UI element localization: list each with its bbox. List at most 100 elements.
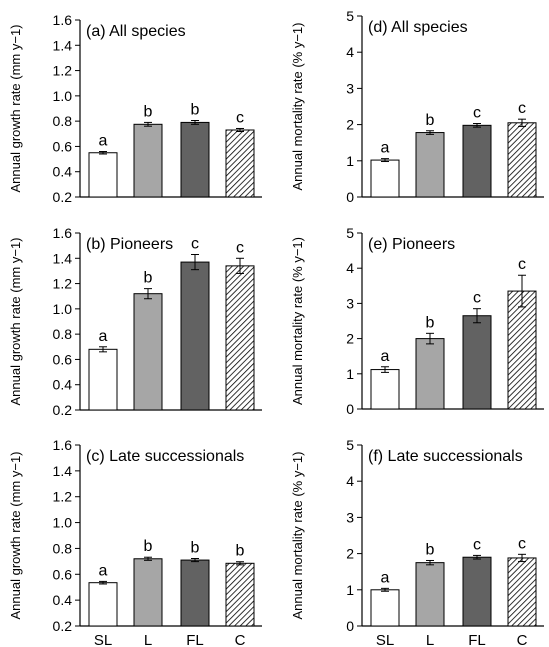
significance-label: c bbox=[236, 109, 244, 126]
y-tick-label: 0.6 bbox=[53, 138, 73, 154]
bar-fl bbox=[180, 121, 210, 198]
panel-c: 0.2 0.4 0.6 0.8 1.0 1.2 1.4 1.6 Annual growth ra… bbox=[8, 437, 262, 647]
bar-l bbox=[415, 338, 445, 410]
bar-c bbox=[225, 129, 255, 198]
y-tick-label: 5 bbox=[346, 225, 354, 241]
y-tick-label: 0.2 bbox=[53, 189, 73, 205]
significance-label: c bbox=[236, 239, 244, 256]
bar-fl bbox=[180, 261, 210, 411]
bar-l bbox=[415, 132, 445, 198]
x-tick-label: SL bbox=[376, 632, 394, 647]
panel-d: 0 1 2 3 4 5 Annual mortality rate (% y−1) (d) A… bbox=[290, 8, 544, 205]
y-tick-label: 2 bbox=[346, 117, 354, 133]
y-tick-label: 3 bbox=[346, 509, 354, 525]
y-tick-label: 1.0 bbox=[53, 88, 73, 104]
bar-c bbox=[507, 290, 537, 410]
y-tick-label: 0.2 bbox=[53, 618, 73, 634]
significance-label: a bbox=[99, 132, 108, 149]
y-tick-label: 3 bbox=[346, 295, 354, 311]
y-tick-label: 0.6 bbox=[53, 566, 73, 582]
bar-l bbox=[133, 293, 163, 411]
y-tick-label: 0.6 bbox=[53, 351, 73, 367]
y-tick-label: 0 bbox=[346, 189, 354, 205]
y-tick-label: 1.0 bbox=[53, 515, 73, 531]
panel-a: 0.2 0.4 0.6 0.8 1.0 1.2 1.4 1.6 Annual growth ra… bbox=[8, 12, 262, 205]
panel-title: (c) Late successionals bbox=[86, 448, 244, 465]
significance-label: c bbox=[518, 256, 526, 273]
bar-c bbox=[225, 265, 255, 411]
bar-c bbox=[507, 122, 537, 198]
y-tick-label: 2 bbox=[346, 546, 354, 562]
bar-fl bbox=[462, 124, 492, 198]
panel-title: (b) Pioneers bbox=[86, 236, 173, 253]
y-tick-label: 5 bbox=[346, 437, 354, 453]
y-tick-label: 1 bbox=[346, 582, 354, 598]
y-axis-label: Annual growth rate (mm y−1) bbox=[8, 25, 23, 193]
y-tick-label: 0 bbox=[346, 618, 354, 634]
panel-f: 0 1 2 3 4 5 Annual mortality rate (% y−1) (f) L… bbox=[290, 437, 544, 647]
x-tick-label: FL bbox=[468, 632, 486, 647]
significance-label: c bbox=[518, 535, 526, 552]
x-tick-label: SL bbox=[94, 632, 112, 647]
x-tick-label: C bbox=[235, 632, 246, 647]
significance-label: b bbox=[426, 112, 435, 129]
x-tick-label: C bbox=[517, 632, 528, 647]
y-tick-label: 0 bbox=[346, 401, 354, 417]
significance-label: b bbox=[426, 314, 435, 331]
panel-b: 0.2 0.4 0.6 0.8 1.0 1.2 1.4 1.6 Annual growth ra… bbox=[8, 225, 262, 418]
significance-label: a bbox=[99, 328, 108, 345]
significance-label: b bbox=[236, 543, 245, 560]
y-tick-label: 1.6 bbox=[53, 225, 73, 241]
bar-sl bbox=[370, 369, 400, 410]
y-tick-label: 1.4 bbox=[53, 463, 73, 479]
bar-l bbox=[133, 558, 163, 627]
bar-l bbox=[133, 123, 163, 198]
significance-label: c bbox=[191, 235, 199, 252]
y-tick-label: 0.4 bbox=[53, 164, 73, 180]
panel-e: 0 1 2 3 4 5 Annual mortality rate (% y−1) (e) P… bbox=[290, 225, 544, 417]
x-tick-label: FL bbox=[186, 632, 204, 647]
y-axis-label: Annual mortality rate (% y−1) bbox=[290, 23, 305, 191]
bar-sl bbox=[88, 582, 118, 627]
y-tick-label: 1.0 bbox=[53, 301, 73, 317]
y-tick-label: 1.4 bbox=[53, 37, 73, 53]
significance-label: c bbox=[473, 290, 481, 307]
y-tick-label: 1.6 bbox=[53, 12, 73, 28]
bar-fl bbox=[462, 315, 492, 410]
significance-label: c bbox=[473, 105, 481, 122]
y-tick-label: 3 bbox=[346, 80, 354, 96]
panel-title: (e) Pioneers bbox=[368, 236, 455, 253]
y-axis-label: Annual mortality rate (% y−1) bbox=[290, 237, 305, 405]
bar-sl bbox=[370, 159, 400, 198]
significance-label: a bbox=[381, 140, 390, 157]
bar-sl bbox=[370, 589, 400, 627]
y-tick-label: 2 bbox=[346, 331, 354, 347]
y-tick-label: 4 bbox=[346, 260, 354, 276]
y-tick-label: 0.8 bbox=[53, 113, 73, 129]
y-tick-label: 1 bbox=[346, 366, 354, 382]
significance-label: b bbox=[426, 541, 435, 558]
bar-fl bbox=[462, 556, 492, 627]
significance-label: a bbox=[99, 562, 108, 579]
y-tick-label: 5 bbox=[346, 8, 354, 24]
y-tick-label: 0.2 bbox=[53, 402, 73, 418]
y-tick-label: 0.8 bbox=[53, 540, 73, 556]
y-tick-label: 1.2 bbox=[53, 276, 73, 292]
significance-label: c bbox=[473, 536, 481, 553]
x-tick-label: L bbox=[144, 632, 152, 647]
y-axis-label: Annual growth rate (mm y−1) bbox=[8, 238, 23, 406]
y-tick-label: 1.6 bbox=[53, 437, 73, 453]
y-tick-label: 1 bbox=[346, 153, 354, 169]
bar-sl bbox=[88, 152, 118, 198]
significance-label: b bbox=[144, 538, 153, 555]
y-axis-label: Annual growth rate (mm y−1) bbox=[8, 452, 23, 620]
y-tick-label: 0.4 bbox=[53, 592, 73, 608]
y-tick-label: 1.4 bbox=[53, 250, 73, 266]
bar-c bbox=[225, 562, 255, 627]
panel-title: (f) Late successionals bbox=[368, 448, 523, 465]
bar-l bbox=[415, 562, 445, 627]
bar-fl bbox=[180, 559, 210, 627]
panel-title: (d) All species bbox=[368, 19, 468, 36]
significance-label: b bbox=[144, 103, 153, 120]
